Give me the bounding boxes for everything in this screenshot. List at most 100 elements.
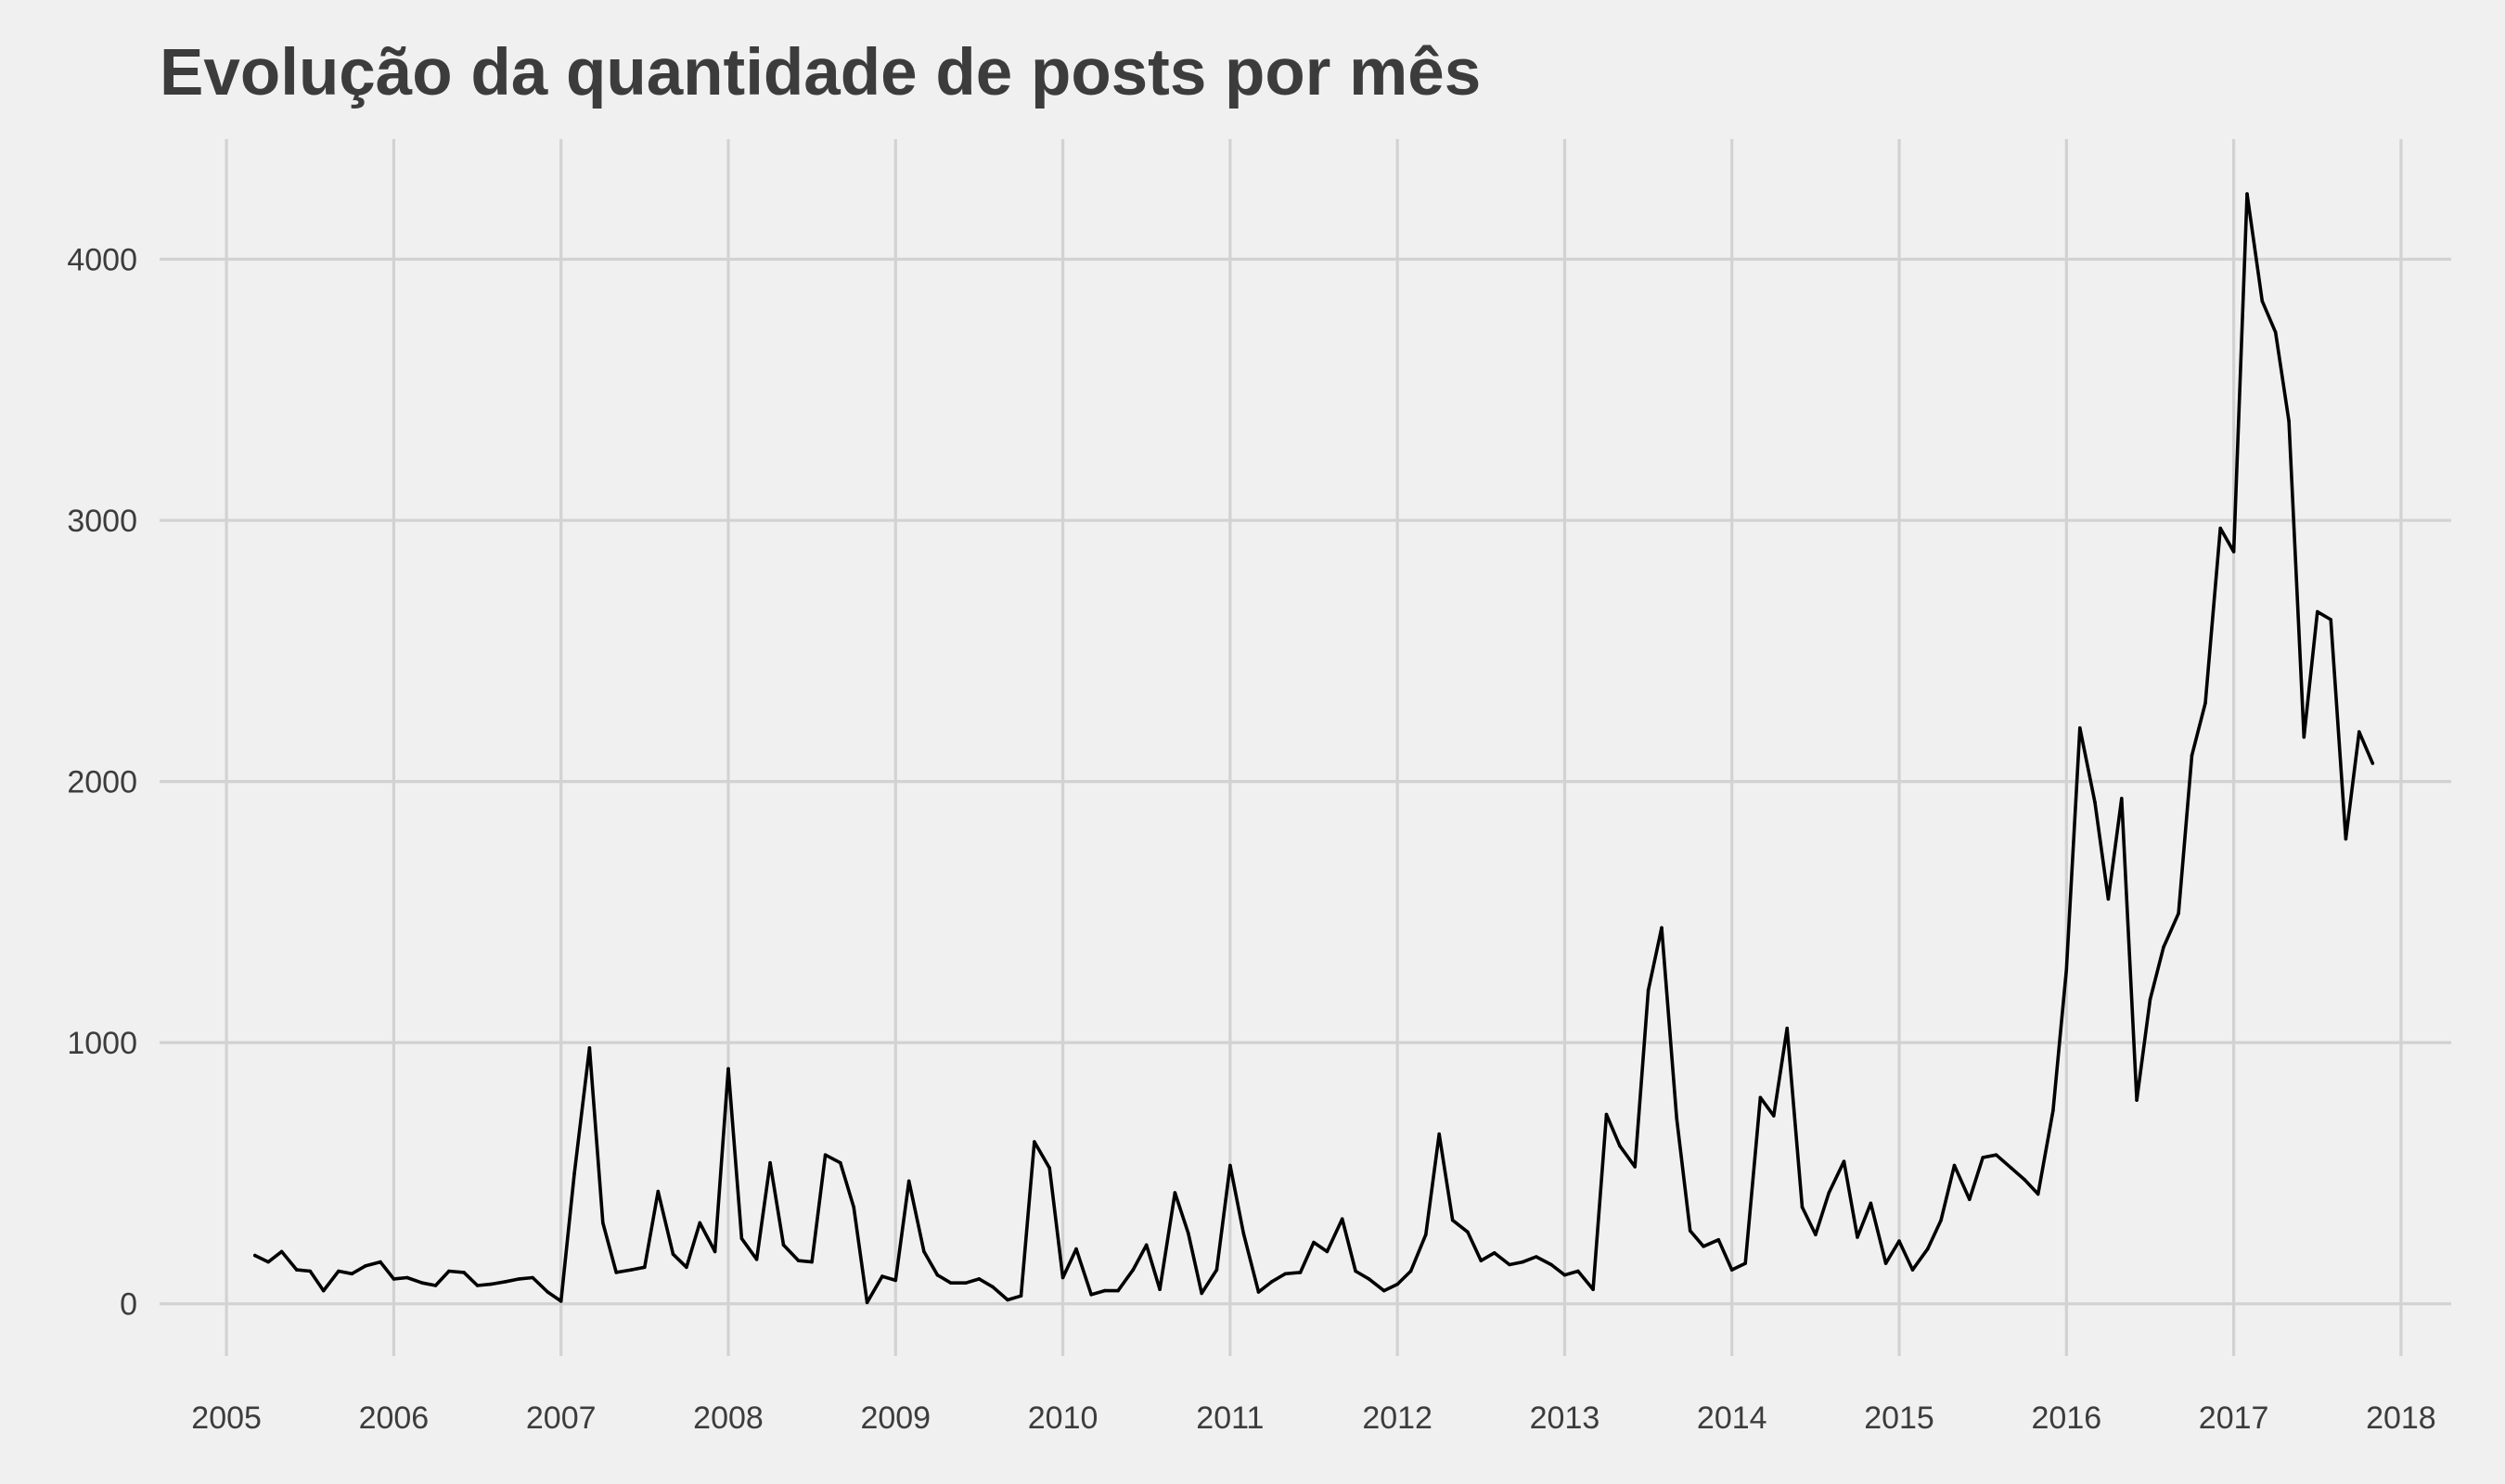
data-point — [2287, 419, 2291, 423]
data-point — [1618, 1144, 1622, 1148]
data-point — [546, 1290, 550, 1294]
data-point — [517, 1277, 521, 1281]
data-point — [2010, 1166, 2013, 1171]
data-point — [880, 1274, 884, 1278]
data-point — [726, 1067, 730, 1071]
series-line-0 — [252, 192, 2375, 1305]
data-point — [1479, 1259, 1484, 1262]
x-tick-label-2010: 2010 — [1028, 1401, 1098, 1436]
data-point — [266, 1260, 271, 1264]
x-tick-label-2011: 2011 — [1196, 1401, 1264, 1436]
x-tick-label-2005: 2005 — [191, 1401, 262, 1436]
data-point — [2120, 797, 2124, 800]
data-point — [1869, 1201, 1873, 1206]
data-point — [1981, 1156, 1985, 1159]
data-point — [671, 1252, 675, 1256]
data-point — [2051, 1108, 2055, 1113]
data-point — [768, 1160, 772, 1165]
data-point — [977, 1277, 982, 1281]
data-point — [1994, 1153, 1998, 1157]
data-point — [1772, 1114, 1776, 1118]
data-point — [2190, 753, 2194, 758]
data-point — [796, 1259, 801, 1262]
data-point — [475, 1284, 480, 1287]
data-point — [2218, 526, 2222, 531]
data-point — [629, 1268, 634, 1272]
data-point — [531, 1275, 534, 1280]
data-point — [489, 1282, 493, 1286]
data-point — [601, 1221, 605, 1225]
x-tick-label-2018: 2018 — [2366, 1401, 2436, 1436]
data-point — [2273, 330, 2278, 335]
data-point — [379, 1260, 382, 1264]
data-point — [754, 1258, 759, 1261]
data-point — [1743, 1261, 1747, 1265]
x-tick-label-2006: 2006 — [359, 1401, 430, 1436]
data-point — [1952, 1163, 1957, 1168]
data-point — [1925, 1247, 1930, 1251]
data-point — [1646, 989, 1651, 992]
x-tick-label-2009: 2009 — [860, 1401, 931, 1436]
data-point — [2260, 299, 2265, 303]
data-point — [2231, 550, 2236, 554]
data-point — [337, 1269, 340, 1273]
data-point — [279, 1249, 284, 1254]
data-point — [2329, 618, 2332, 621]
y-tick-label-4000: 4000 — [67, 243, 137, 278]
data-point — [1354, 1269, 1357, 1273]
data-point — [2078, 726, 2082, 730]
data-point — [1381, 1288, 1386, 1293]
data-point — [1800, 1205, 1805, 1209]
data-point — [1785, 1026, 1789, 1030]
y-tick-label-0: 0 — [120, 1287, 137, 1323]
data-point — [1298, 1271, 1303, 1274]
data-point — [1325, 1249, 1330, 1254]
data-point — [949, 1281, 953, 1285]
data-point — [656, 1189, 661, 1194]
data-point — [559, 1299, 563, 1303]
x-tick-label-2008: 2008 — [693, 1401, 764, 1436]
data-point — [614, 1271, 618, 1274]
data-point — [1591, 1287, 1595, 1291]
data-point — [2245, 192, 2249, 196]
data-point — [1814, 1233, 1818, 1236]
data-point — [1283, 1272, 1288, 1276]
y-tick-label-1000: 1000 — [67, 1026, 137, 1061]
data-point — [405, 1275, 409, 1280]
data-point — [2177, 912, 2180, 915]
data-point — [2093, 800, 2097, 804]
data-point — [295, 1268, 299, 1272]
data-point — [1827, 1191, 1831, 1195]
data-point — [922, 1249, 926, 1254]
data-point — [1549, 1262, 1553, 1267]
data-point — [1633, 1165, 1637, 1169]
x-tick-label-2012: 2012 — [1362, 1401, 1432, 1436]
data-point — [321, 1288, 326, 1293]
data-point — [865, 1300, 869, 1305]
data-point — [1702, 1245, 1705, 1248]
x-axis-tick-labels: 2005 2006 2007 2008 2009 2010 2011 2012 2013 2014… — [191, 1401, 2435, 1436]
data-point — [1939, 1218, 1943, 1222]
data-point — [2370, 761, 2375, 765]
data-point — [2162, 945, 2165, 950]
data-point — [2064, 967, 2069, 972]
data-point — [2148, 997, 2152, 1002]
data-point — [1144, 1243, 1149, 1247]
data-point — [1466, 1230, 1470, 1235]
data-point — [810, 1260, 814, 1264]
horizontal-gridlines — [160, 257, 2451, 1306]
x-tick-label-2013: 2013 — [1530, 1401, 1600, 1436]
data-point — [1758, 1095, 1763, 1100]
data-point — [504, 1280, 507, 1284]
vertical-gridlines — [225, 139, 2403, 1356]
data-point — [364, 1264, 367, 1268]
data-point — [2302, 735, 2306, 739]
data-point — [1312, 1240, 1316, 1245]
chart-title: Evolução da quantidade de posts por mês — [160, 36, 1482, 109]
data-point — [1019, 1294, 1023, 1298]
data-point — [253, 1253, 257, 1258]
data-point — [823, 1153, 828, 1157]
data-point — [1006, 1298, 1009, 1302]
data-point — [1200, 1291, 1203, 1296]
data-point — [1688, 1229, 1692, 1233]
